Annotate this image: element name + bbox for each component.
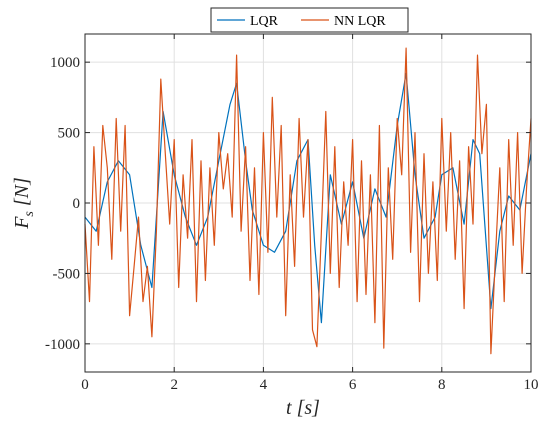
y-tick-label: 1000 (50, 55, 80, 71)
legend-label-nn-lqr: NN LQR (334, 14, 386, 29)
y-axis-title: Fs [N] (11, 177, 37, 230)
x-tick-label: 8 (438, 377, 446, 393)
ticks (84, 34, 532, 372)
y-tick-label: -1000 (45, 337, 80, 353)
x-tick-label: 10 (524, 377, 539, 393)
y-axis-title-sub: s (22, 211, 37, 217)
x-tick-label: 2 (170, 377, 178, 393)
y-tick-label: 0 (73, 196, 81, 212)
series-line-nn-lqr (84, 47, 532, 355)
series-layer (84, 47, 532, 355)
x-tick-label: 6 (349, 377, 357, 393)
y-axis-title-rest: [N] (11, 177, 33, 211)
y-tick-label: -500 (53, 266, 81, 282)
legend-label-lqr: LQR (250, 14, 279, 29)
legend: LQR NN LQR (210, 7, 409, 33)
x-tick-label: 4 (260, 377, 268, 393)
x-tick-label: 0 (81, 377, 89, 393)
y-axis-title-main: F (11, 216, 33, 230)
y-tick-label: 500 (58, 126, 81, 142)
x-axis-title: t [s] (286, 397, 320, 419)
tick-labels: 0 2 4 6 8 10 -1000 -500 0 500 1000 (45, 55, 539, 393)
